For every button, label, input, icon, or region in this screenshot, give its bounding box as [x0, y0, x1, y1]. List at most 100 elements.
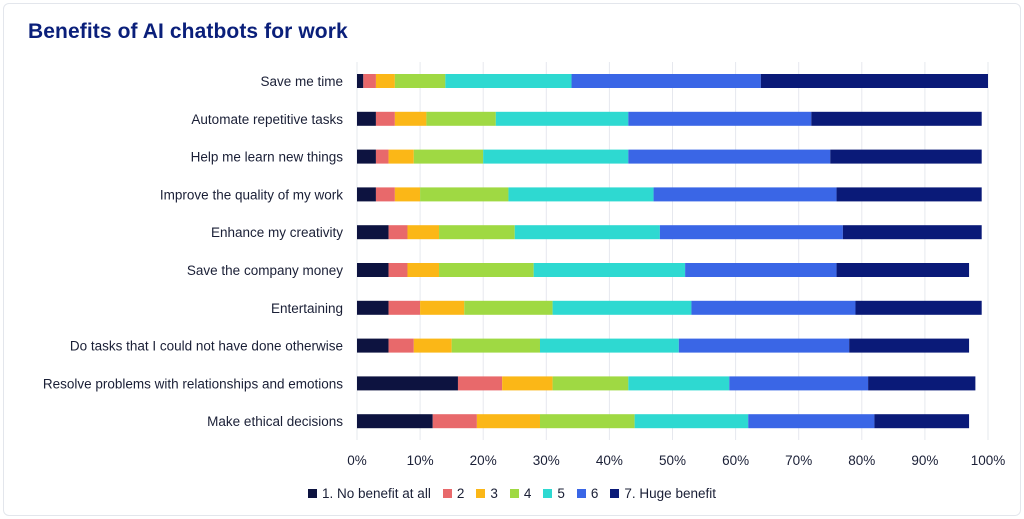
legend-label: 1. No benefit at all: [322, 486, 431, 501]
bar-segment: [445, 74, 572, 88]
bar-segment: [874, 414, 970, 429]
bar-segment: [375, 149, 389, 164]
legend-item: 3: [476, 486, 498, 501]
bar-segment: [388, 149, 414, 164]
bar-segment: [420, 300, 465, 315]
legend-swatch: [442, 489, 452, 498]
bar-segment: [357, 338, 389, 353]
legend-label: 3: [490, 486, 498, 501]
bar-segment: [464, 300, 553, 315]
bar-segment: [483, 149, 629, 164]
x-tick-label: 80%: [848, 453, 875, 468]
bar-segment: [539, 338, 679, 353]
bar-segment: [357, 225, 389, 240]
bar-segment: [439, 263, 534, 277]
bar-segment: [413, 149, 484, 164]
bar-segment: [439, 225, 515, 240]
bar-segment: [748, 414, 875, 429]
category-label: Save me time: [260, 74, 343, 89]
bar-segment: [811, 111, 982, 126]
bar-segment: [407, 225, 440, 240]
bar-segment: [394, 187, 421, 202]
bar-segment: [357, 74, 364, 88]
bar-segment: [552, 376, 629, 391]
chart-title: Benefits of AI chatbots for work: [28, 20, 348, 43]
category-label: Automate repetitive tasks: [191, 112, 343, 127]
bar-segment: [363, 74, 376, 88]
legend-swatch: [476, 489, 486, 498]
bar-segment: [413, 338, 452, 353]
bar-segment: [514, 225, 660, 240]
bar-segment: [628, 149, 831, 164]
bar-segment: [394, 74, 446, 88]
category-label: Help me learn new things: [191, 150, 344, 165]
bar-segment: [552, 300, 692, 315]
bar-segment: [836, 263, 970, 277]
bar-segment: [388, 225, 408, 240]
legend-item: 5: [543, 486, 565, 501]
bar-segment: [830, 149, 982, 164]
category-label: Save the company money: [187, 263, 343, 278]
bar-segment: [357, 263, 389, 277]
bar-segment: [685, 263, 837, 277]
bar-segment: [659, 225, 843, 240]
legend-label: 4: [523, 486, 532, 501]
bar-segment: [571, 74, 761, 88]
x-tick-label: 20%: [470, 453, 497, 468]
bar-segment: [388, 263, 408, 277]
legend-swatch: [509, 489, 519, 498]
bar-segment: [420, 187, 509, 202]
legend-label: 2: [456, 486, 465, 501]
bar-segment: [502, 376, 553, 391]
bar-segment: [375, 187, 395, 202]
bar-segment: [842, 225, 982, 240]
bar-segment: [855, 300, 982, 315]
bar-segment: [357, 111, 376, 126]
bar-segment: [375, 74, 395, 88]
x-tick-label: 100%: [971, 453, 1006, 468]
bar-segment: [388, 338, 414, 353]
x-tick-label: 0%: [347, 453, 367, 468]
bar-segment: [868, 376, 976, 391]
category-label: Improve the quality of my work: [160, 187, 343, 202]
bar-segment: [357, 414, 433, 429]
legend-label: 7. Huge benefit: [624, 486, 716, 501]
legend-swatch: [610, 489, 620, 498]
legend-item: 7. Huge benefit: [610, 486, 716, 501]
bar-segment: [476, 414, 540, 429]
bar-segment: [678, 338, 850, 353]
chart-legend: 1. No benefit at all 2 3 4 5 6 7. Huge benefit: [0, 486, 1024, 501]
bar-segment: [451, 338, 540, 353]
bar-segment: [357, 187, 376, 202]
bar-segment: [432, 414, 477, 429]
legend-label: 6: [590, 486, 599, 501]
bar-segment: [760, 74, 988, 88]
x-tick-label: 60%: [722, 453, 749, 468]
x-tick-label: 50%: [659, 453, 686, 468]
x-tick-label: 90%: [911, 453, 938, 468]
bar-segment: [836, 187, 982, 202]
bar-segment: [394, 111, 427, 126]
x-tick-label: 70%: [785, 453, 812, 468]
category-label: Enhance my creativity: [211, 225, 343, 240]
x-tick-label: 40%: [596, 453, 623, 468]
category-label: Entertaining: [271, 301, 343, 316]
bar-segment: [375, 111, 395, 126]
legend-item: 2: [442, 486, 465, 501]
bar-segment: [508, 187, 654, 202]
bar-segment: [691, 300, 856, 315]
chart-frame: [3, 3, 1021, 516]
category-label: Do tasks that I could not have done othe…: [70, 339, 343, 354]
bar-segment: [849, 338, 970, 353]
legend-label: 5: [557, 486, 565, 501]
bar-segment: [729, 376, 869, 391]
x-tick-label: 30%: [533, 453, 560, 468]
bar-segment: [628, 111, 812, 126]
x-tick-label: 10%: [407, 453, 434, 468]
legend-item: 6: [576, 486, 599, 501]
bar-segment: [407, 263, 440, 277]
bar-segment: [634, 414, 749, 429]
bar-segment: [457, 376, 503, 391]
bar-segment: [426, 111, 496, 126]
